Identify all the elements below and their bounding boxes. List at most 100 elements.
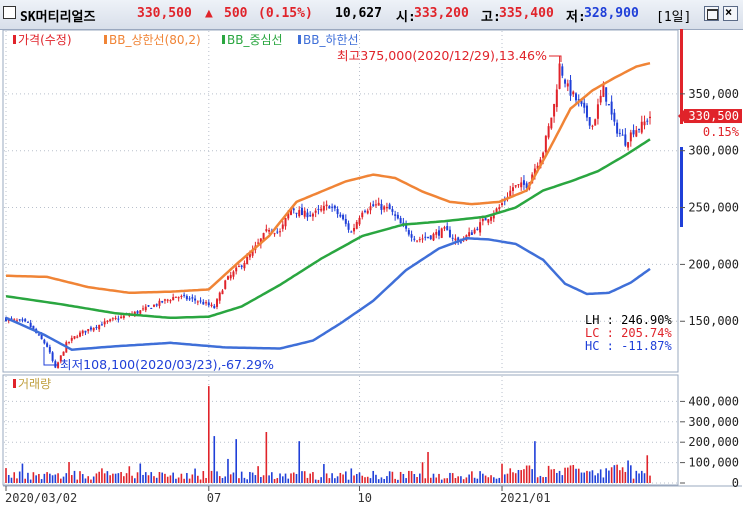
volume-bar (125, 473, 128, 483)
candle (194, 295, 197, 304)
candle (202, 299, 205, 305)
volume-bar (139, 463, 142, 483)
volume-bar (443, 478, 446, 483)
open-value: 333,200 (414, 6, 469, 21)
candle (21, 317, 24, 323)
candle (344, 214, 347, 227)
candle (311, 212, 314, 221)
volume-bar (542, 477, 544, 483)
volume-bar (314, 479, 317, 483)
volume-bar (284, 473, 287, 483)
date-tick-label: 10 (358, 491, 372, 505)
candle (111, 317, 114, 322)
candle (84, 330, 87, 336)
candle (265, 224, 268, 233)
volume-bar (306, 477, 309, 483)
candle (276, 228, 279, 235)
volume-bar (591, 470, 594, 483)
candle (51, 351, 54, 363)
volume-bar (632, 478, 635, 483)
candle (394, 210, 397, 221)
volume-bar (54, 474, 57, 483)
volume-bar (186, 473, 188, 483)
candle (322, 201, 325, 214)
volume-bar (35, 475, 37, 483)
volume-bars (5, 386, 651, 483)
candle (339, 212, 342, 218)
volume-bar (561, 475, 564, 483)
volume-bar (429, 477, 432, 483)
volume-bar (298, 441, 301, 483)
candle (440, 227, 443, 239)
maximize-icon[interactable] (704, 6, 719, 21)
candle (331, 203, 334, 212)
candle (172, 293, 175, 301)
candle (396, 212, 399, 220)
candle (374, 199, 377, 208)
close-icon[interactable]: × (723, 5, 738, 21)
candle (649, 111, 651, 125)
volume-bar (84, 478, 87, 483)
volume-tick-label: 0 (732, 476, 739, 490)
price-tick-label: 250,000 (688, 201, 739, 215)
current-price-label: 330,500 (688, 109, 739, 123)
candle (605, 87, 608, 106)
volume-bar (32, 472, 35, 483)
candle (432, 232, 435, 242)
volume-bar (251, 472, 254, 483)
candle (166, 298, 169, 303)
volume-bar (449, 472, 451, 483)
volume-bar (216, 471, 218, 483)
candle (342, 213, 345, 221)
candle (100, 321, 103, 326)
candle (555, 84, 558, 112)
candle (638, 128, 641, 133)
stat-lc: LC : 205.74% (585, 326, 672, 340)
volume-bar (95, 473, 98, 483)
volume-bar (205, 477, 207, 483)
volume-bar (73, 470, 76, 483)
date-tick-label: 07 (207, 491, 221, 505)
volume-bar (399, 471, 402, 483)
volume-bar (131, 475, 133, 483)
candle (221, 289, 224, 295)
volume-bar (262, 475, 265, 483)
volume-bar (476, 478, 479, 483)
volume-bar (194, 468, 196, 483)
volume-bar (479, 471, 481, 483)
volume-bar (303, 471, 306, 483)
header-checkbox[interactable] (3, 6, 16, 19)
volume-bar (556, 472, 558, 483)
volume-bar (79, 471, 81, 483)
price-tick-label: 150,000 (688, 314, 739, 328)
volume-bar (271, 472, 273, 483)
candle (514, 185, 517, 189)
volume-bar (331, 473, 333, 483)
candle (437, 226, 440, 240)
candle (553, 103, 556, 123)
volume-bar (619, 470, 621, 483)
period-selector[interactable]: [1일] (656, 10, 692, 25)
volume-bar (572, 464, 575, 483)
candle (363, 209, 366, 214)
volume-axis-panel (680, 375, 742, 485)
candle (380, 199, 383, 215)
volume-bar (397, 479, 399, 483)
candle (300, 203, 303, 216)
candle (640, 115, 643, 135)
volume-bar (566, 467, 569, 483)
candle (498, 204, 501, 212)
volume-bar (153, 476, 155, 483)
change-value: 500 (224, 6, 248, 21)
candle (314, 208, 317, 218)
candle (336, 206, 339, 218)
volume-bar (553, 469, 555, 483)
high-label: 고: (481, 10, 501, 25)
volume-bar (413, 474, 416, 483)
candle (448, 226, 451, 238)
candle (616, 119, 619, 137)
volume-bar (103, 473, 106, 483)
stock-name: SK머티리얼즈 (20, 10, 96, 25)
candle (564, 78, 567, 88)
high-annotation: 최고375,000(2020/12/29),13.46% (337, 49, 547, 63)
